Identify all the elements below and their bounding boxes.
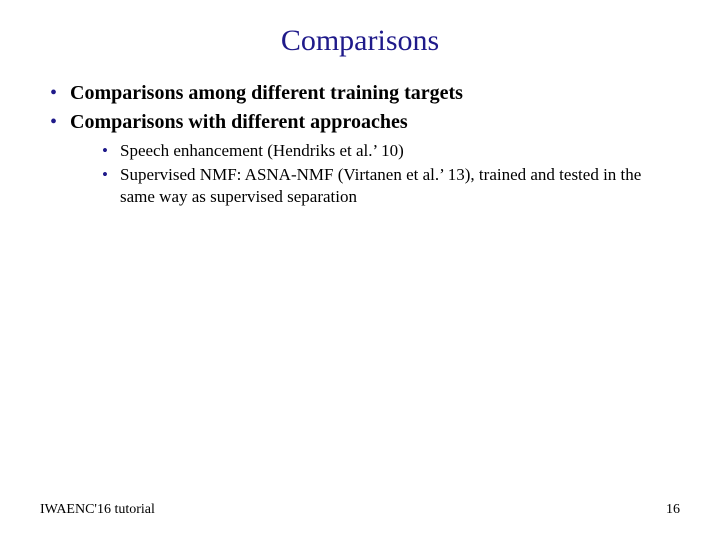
- bullet-item: Comparisons among different training tar…: [46, 80, 680, 107]
- bullet-text: Comparisons among different training tar…: [70, 82, 463, 104]
- sub-bullet-item: Supervised NMF: ASNA-NMF (Virtanen et al…: [100, 164, 680, 208]
- slide: Comparisons Comparisons among different …: [0, 0, 720, 540]
- sub-bullet-item: Speech enhancement (Hendriks et al.’ 10): [100, 140, 680, 162]
- slide-title: Comparisons: [40, 24, 680, 58]
- footer-page-number: 16: [666, 502, 680, 518]
- sub-bullet-text: Supervised NMF: ASNA-NMF (Virtanen et al…: [120, 165, 641, 206]
- bullet-list-level1: Comparisons among different training tar…: [40, 80, 680, 208]
- footer-left: IWAENC'16 tutorial: [40, 502, 155, 518]
- bullet-text: Comparisons with different approaches: [70, 111, 408, 133]
- sub-bullet-text: Speech enhancement (Hendriks et al.’ 10): [120, 141, 404, 160]
- bullet-list-level2: Speech enhancement (Hendriks et al.’ 10)…: [70, 140, 680, 208]
- slide-footer: IWAENC'16 tutorial 16: [40, 502, 680, 518]
- bullet-item: Comparisons with different approaches Sp…: [46, 109, 680, 208]
